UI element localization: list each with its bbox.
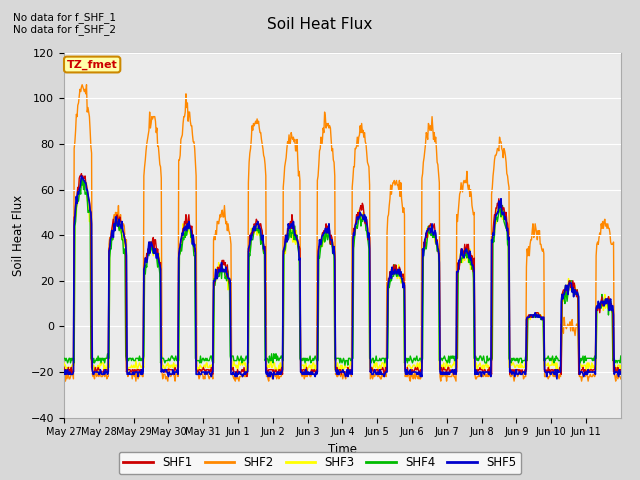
Y-axis label: Soil Heat Flux: Soil Heat Flux — [12, 194, 25, 276]
Text: No data for f_SHF_1: No data for f_SHF_1 — [13, 12, 116, 23]
Legend: SHF1, SHF2, SHF3, SHF4, SHF5: SHF1, SHF2, SHF3, SHF4, SHF5 — [119, 452, 521, 474]
Text: Soil Heat Flux: Soil Heat Flux — [268, 17, 372, 32]
X-axis label: Time: Time — [328, 443, 357, 456]
Text: TZ_fmet: TZ_fmet — [67, 60, 118, 70]
Text: No data for f_SHF_2: No data for f_SHF_2 — [13, 24, 116, 35]
